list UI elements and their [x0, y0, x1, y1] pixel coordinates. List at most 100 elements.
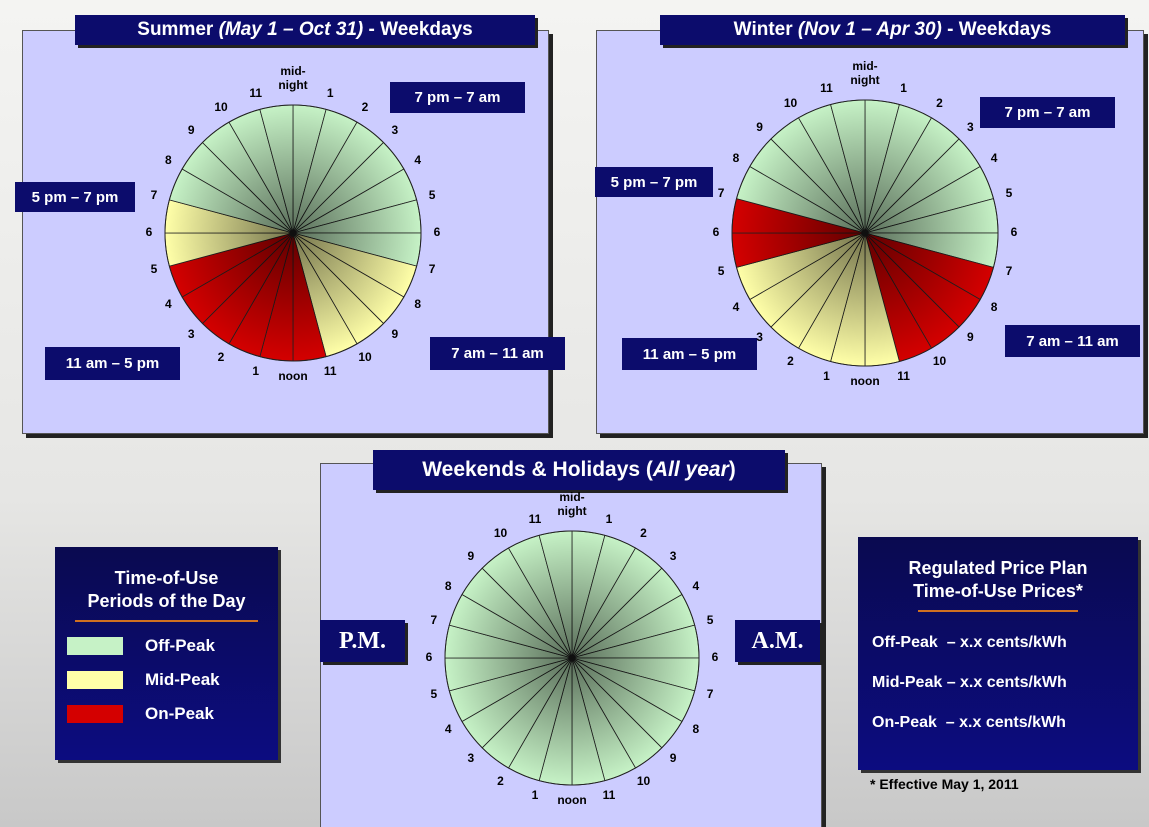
- legend-swatch: [67, 671, 123, 689]
- hour-label: 7: [150, 187, 158, 202]
- hour-label: noon: [278, 369, 308, 384]
- hour-label: 5: [717, 263, 725, 278]
- hour-label: mid- night: [850, 59, 880, 87]
- hour-label: 4: [444, 721, 452, 736]
- hour-label: 6: [711, 650, 719, 665]
- hour-label: 6: [425, 650, 433, 665]
- hour-label: 5: [1005, 186, 1013, 201]
- hour-label: 4: [414, 153, 422, 168]
- hour-label: 9: [967, 330, 974, 345]
- callout: 11 am – 5 pm: [622, 338, 757, 370]
- legend-label: Off-Peak: [145, 636, 215, 655]
- legend-swatch: [67, 637, 123, 655]
- shading: [445, 531, 699, 785]
- hour-label: 10: [214, 100, 228, 115]
- hour-label: 8: [414, 297, 422, 312]
- price-line: Off-Peak – x.x cents/kWh: [872, 634, 1067, 651]
- hour-label: 3: [756, 330, 763, 345]
- hour-label: 8: [164, 153, 172, 168]
- title-prefix: Winter: [733, 19, 798, 40]
- rim: [731, 99, 999, 367]
- hour-label: 7: [430, 613, 438, 628]
- title-italic: All year: [652, 458, 729, 481]
- legend-item: Off-Peak: [67, 636, 278, 656]
- clock: [164, 104, 422, 362]
- footnote: * Effective May 1, 2011: [870, 776, 1019, 792]
- panel-title: Summer (May 1 – Oct 31) - Weekdays: [75, 15, 535, 45]
- clock: [731, 99, 999, 367]
- callout: 7 pm – 7 am: [390, 82, 525, 113]
- price-title: Regulated Price Plan Time-of-Use Prices*: [908, 558, 1088, 601]
- callout: 5 pm – 7 pm: [15, 182, 135, 212]
- callout: 7 am – 11 am: [430, 337, 565, 370]
- clock: [444, 530, 700, 786]
- callout: P.M.: [320, 620, 405, 662]
- hour-label: 6: [433, 225, 441, 240]
- hour-label: 4: [164, 297, 172, 312]
- hour-label: 11: [528, 511, 542, 526]
- legend-item: On-Peak: [67, 704, 278, 724]
- hour-label: 11: [820, 81, 833, 96]
- title-suffix: ): [728, 458, 736, 481]
- divider: [918, 610, 1078, 612]
- price-lines: Off-Peak – x.x cents/kWh Mid-Peak – x.x c…: [858, 634, 1138, 732]
- title-suffix: - Weekdays: [363, 19, 473, 40]
- hour-label: 7: [706, 687, 714, 702]
- panel-title: Weekends & Holidays (All year): [373, 450, 785, 490]
- hour-label: 1: [252, 364, 260, 379]
- shading: [165, 105, 421, 361]
- hour-label: 9: [756, 119, 763, 134]
- hour-label: 11: [897, 369, 910, 384]
- callout: 5 pm – 7 pm: [595, 167, 713, 197]
- hour-label: 2: [217, 349, 225, 364]
- hour-label: 10: [783, 96, 798, 111]
- panel-title: Winter (Nov 1 – Apr 30) - Weekdays: [660, 15, 1125, 45]
- rim: [444, 530, 700, 786]
- hour-label: 5: [150, 262, 158, 277]
- callout: 11 am – 5 pm: [45, 347, 180, 380]
- hour-label: 11: [249, 86, 263, 101]
- hour-label: 1: [531, 788, 539, 803]
- hour-label: 4: [990, 150, 998, 165]
- title-prefix: Summer: [137, 19, 219, 40]
- shading: [732, 100, 998, 366]
- legend-box: Time-of-Use Periods of the Day Off-Peak M…: [55, 547, 278, 760]
- hour-label: 6: [1010, 225, 1018, 240]
- hour-label: 11: [602, 788, 616, 803]
- hour-label: 9: [669, 751, 677, 766]
- hour-label: 5: [430, 687, 438, 702]
- hour-label: 7: [1005, 263, 1013, 278]
- hour-label: 8: [732, 150, 740, 165]
- callout: A.M.: [735, 620, 820, 662]
- hour-label: 5: [428, 187, 436, 202]
- hour-label: 8: [990, 299, 998, 314]
- legend-items: Off-Peak Mid-Peak On-Peak: [55, 636, 278, 724]
- hour-label: 9: [467, 548, 475, 563]
- hour-label: 7: [717, 186, 725, 201]
- hour-label: mid- night: [278, 64, 308, 92]
- hour-label: 1: [823, 369, 830, 384]
- hour-label: 4: [732, 299, 740, 314]
- hour-label: 8: [444, 578, 452, 593]
- hour-label: 10: [358, 349, 372, 364]
- hour-label: 11: [323, 364, 337, 379]
- callout: 7 pm – 7 am: [980, 97, 1115, 128]
- hour-label: 2: [361, 100, 369, 115]
- hour-label: 10: [636, 773, 651, 788]
- hour-label: 8: [692, 721, 700, 736]
- title-italic: (May 1 – Oct 31): [218, 19, 364, 40]
- hour-label: 6: [712, 225, 720, 240]
- legend-title: Time-of-Use Periods of the Day: [87, 568, 246, 611]
- hour-label: 10: [493, 526, 508, 541]
- hour-label: 3: [669, 548, 677, 563]
- hour-label: 1: [326, 86, 334, 101]
- price-line: Mid-Peak – x.x cents/kWh: [872, 674, 1067, 691]
- legend-item: Mid-Peak: [67, 670, 278, 690]
- hour-label: 3: [187, 326, 195, 341]
- rim: [164, 104, 422, 362]
- hour-label: 2: [497, 773, 504, 788]
- hour-label: 9: [391, 326, 399, 341]
- hour-label: 6: [145, 225, 153, 240]
